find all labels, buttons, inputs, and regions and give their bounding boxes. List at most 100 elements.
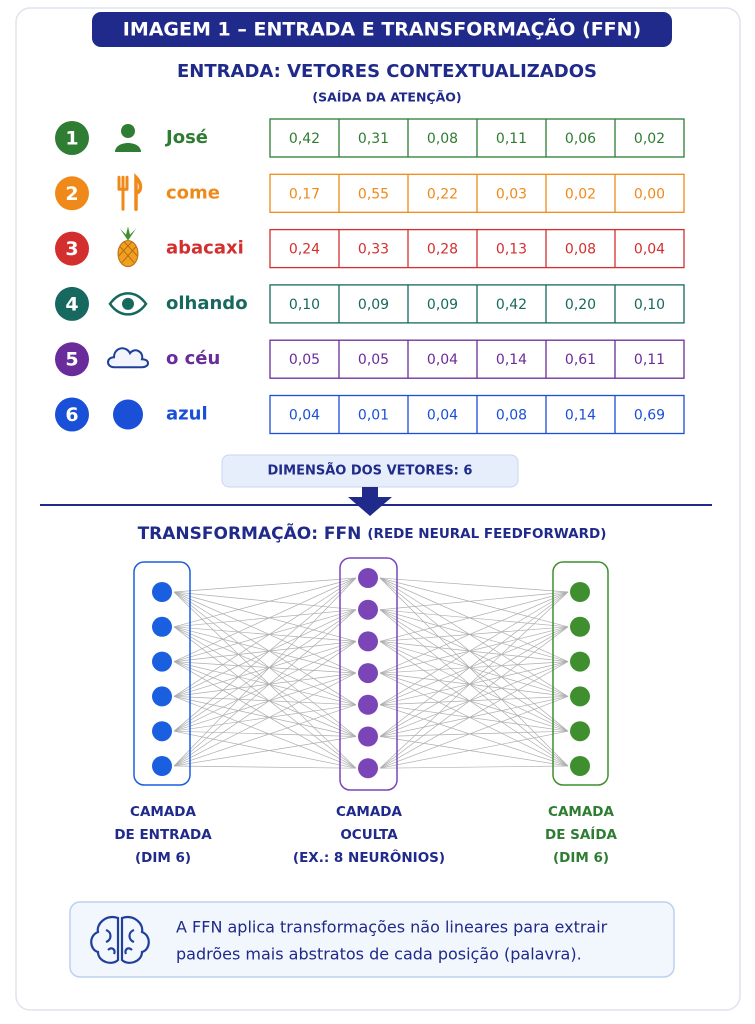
connection [379, 591, 569, 769]
connection [173, 736, 357, 767]
vector-value: 0,10 [289, 297, 320, 313]
row-word: come [166, 182, 220, 203]
neuron [152, 686, 172, 707]
connection [379, 591, 569, 737]
connection [379, 641, 569, 732]
fork [117, 175, 129, 211]
person-body [115, 143, 141, 152]
connection [379, 626, 569, 769]
connection [379, 626, 569, 642]
neuron [358, 599, 378, 620]
connection [173, 730, 357, 769]
connection [379, 609, 569, 662]
note-box [69, 901, 675, 978]
input-subheading: (SAÍDA DA ATENÇÃO) [312, 90, 461, 105]
neuron [358, 758, 378, 779]
connection [379, 696, 569, 737]
row-number: 1 [65, 128, 78, 150]
title-bar [92, 12, 672, 47]
connection [379, 577, 569, 662]
vector-value: 0,20 [565, 297, 596, 313]
connection [379, 730, 569, 769]
connection [173, 577, 357, 628]
neuron [358, 568, 378, 588]
vector-value: 0,14 [565, 408, 596, 424]
vector-value: 0,28 [427, 242, 458, 258]
connection [379, 591, 569, 706]
word-icon [108, 292, 148, 316]
connection [173, 577, 357, 767]
connection [173, 696, 357, 737]
word-icon [117, 173, 143, 212]
connection [379, 672, 569, 767]
row-word: José [164, 127, 208, 148]
connection [173, 609, 357, 662]
vector-value: 0,22 [427, 186, 458, 202]
transformation-heading: TRANSFORMAÇÃO: FFN (REDE NEURAL FEEDFORWA… [138, 521, 607, 544]
connection [379, 661, 569, 737]
connections [173, 577, 569, 769]
neuron [570, 721, 590, 742]
connection [173, 609, 357, 697]
connection [379, 577, 569, 732]
row-number-badge [55, 342, 89, 377]
layer-box [339, 557, 398, 791]
vector-value: 0,69 [634, 408, 665, 424]
neuron [570, 756, 590, 776]
connection [173, 641, 357, 767]
connection [173, 730, 357, 737]
neuron [570, 616, 590, 637]
connection [173, 626, 357, 706]
connection [379, 577, 569, 593]
word-icon [107, 347, 149, 369]
knife [134, 173, 143, 212]
connection [173, 609, 357, 732]
layer-label: DE SAÍDA [545, 826, 618, 843]
layer-label: DE ENTRADA [114, 827, 212, 843]
vector-value: 0,17 [289, 186, 320, 202]
row-number: 4 [65, 293, 78, 315]
row-number: 2 [65, 183, 78, 205]
connection [173, 641, 357, 697]
arrow [348, 487, 392, 516]
connection [379, 641, 569, 767]
connection [379, 626, 569, 674]
vector-value: 0,08 [496, 408, 527, 424]
vector-value: 0,10 [634, 297, 665, 313]
connection [379, 661, 569, 706]
dimension-label: DIMENSÃO DOS VETORES: 6 [268, 463, 473, 479]
connection [379, 641, 569, 697]
layer-label: (EX.: 8 NEURÔNIOS) [293, 848, 445, 866]
connection [173, 609, 357, 628]
vector-value: 0,11 [634, 352, 665, 368]
neuron [152, 616, 172, 637]
row-word: abacaxi [166, 238, 244, 259]
vector-value: 0,08 [565, 242, 596, 258]
connection [379, 591, 569, 674]
neuron [570, 582, 590, 602]
vector-value: 0,01 [358, 408, 389, 424]
connection [173, 577, 357, 593]
connection [379, 626, 569, 706]
vector-value: 0,31 [358, 131, 389, 147]
layer-box [552, 561, 609, 786]
connection [173, 609, 357, 767]
connection [173, 626, 357, 674]
row-word: azul [166, 404, 208, 425]
vector-value: 0,11 [496, 131, 527, 147]
heading-detail: (REDE NEURAL FEEDFORWARD) [367, 526, 606, 542]
neuron [152, 721, 172, 742]
connection [173, 577, 357, 732]
vector-value: 0,05 [358, 352, 389, 368]
neuron [358, 726, 378, 747]
eye-outline [108, 292, 148, 316]
vector-value: 0,33 [358, 242, 389, 258]
vector-value: 0,04 [427, 352, 458, 368]
connection [173, 704, 357, 732]
connection [379, 704, 569, 732]
vector-value: 0,61 [565, 352, 596, 368]
vector-value: 0,00 [634, 186, 665, 202]
connection [173, 696, 357, 769]
heading-main: TRANSFORMAÇÃO: FFN [138, 521, 362, 544]
connection [379, 641, 569, 662]
